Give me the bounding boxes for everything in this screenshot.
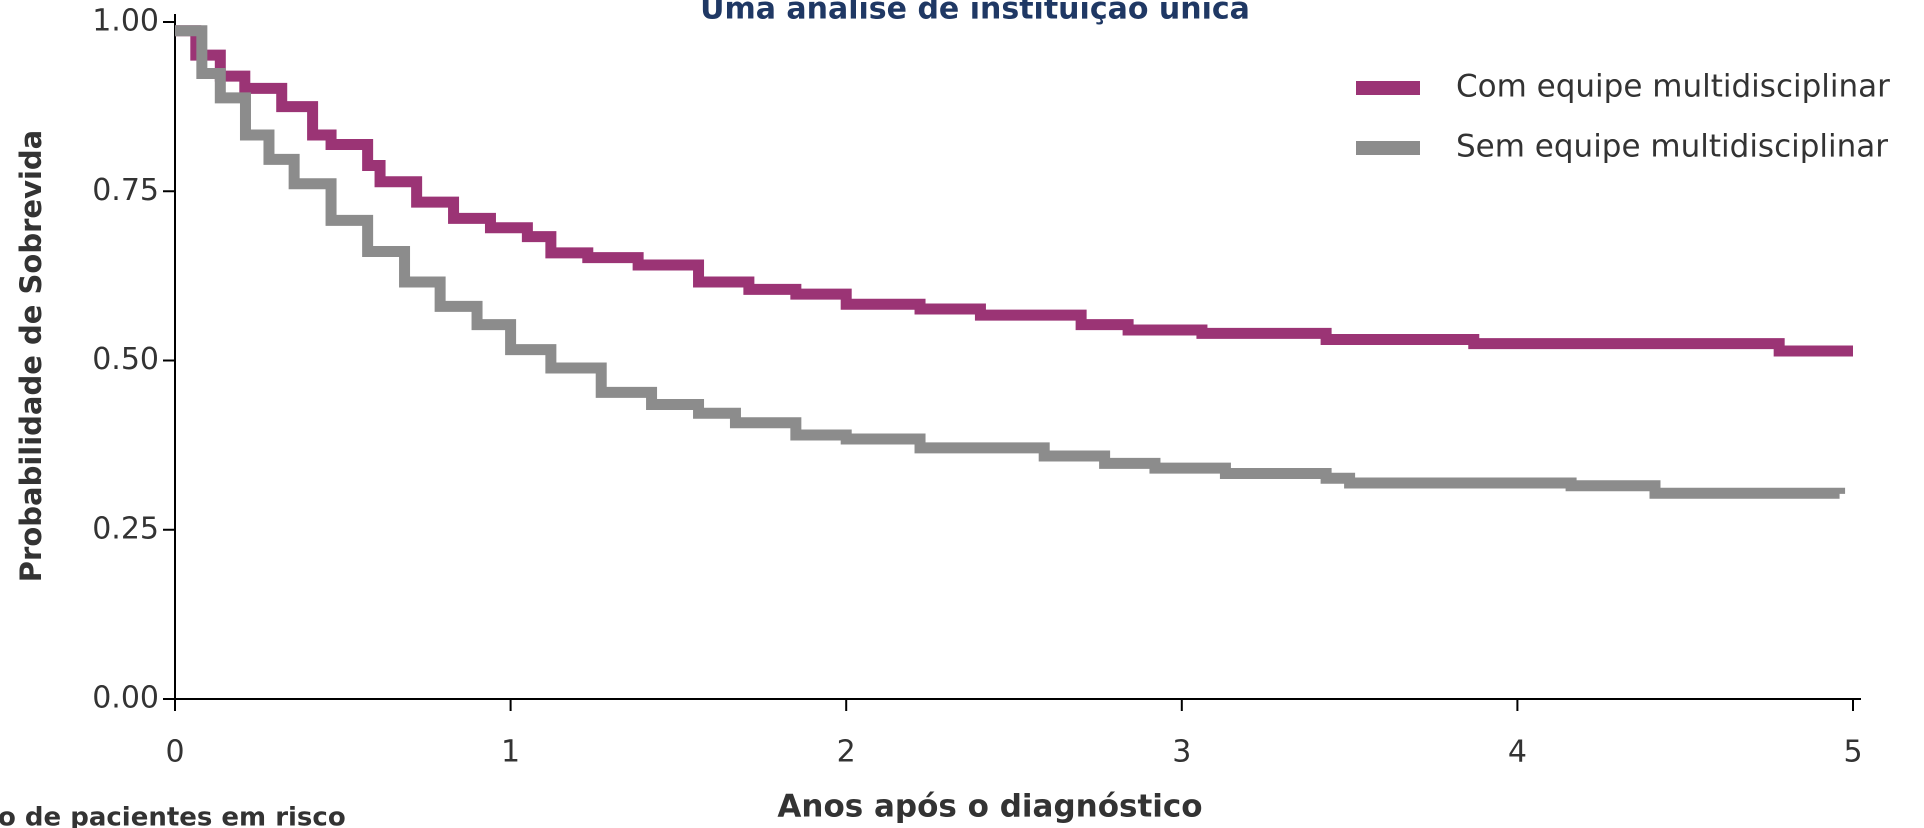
- legend-swatch: [1356, 81, 1420, 95]
- x-tick-label: 0: [165, 735, 184, 770]
- x-tick-label: 1: [501, 735, 520, 770]
- survival-curve: [175, 25, 1846, 499]
- x-tick-label: 4: [1508, 735, 1527, 770]
- legend-swatch: [1356, 141, 1420, 155]
- x-axis-label: Anos após o diagnóstico: [777, 789, 1202, 825]
- y-axis-label: Probabilidade de Sobrevida: [14, 130, 48, 582]
- footnote: o de pacientes em risco: [0, 803, 346, 828]
- y-tick-label: 0.25: [92, 511, 159, 546]
- y-tick-label: 0.75: [92, 173, 159, 208]
- chart-title: Uma análise de instituição única: [700, 0, 1250, 27]
- x-tick-label: 5: [1843, 735, 1862, 770]
- y-tick-label: 0.00: [92, 681, 159, 716]
- y-tick-label: 0.50: [92, 342, 159, 377]
- legend-label: Com equipe multidisciplinar: [1456, 69, 1890, 105]
- legend-label: Sem equipe multidisciplinar: [1456, 129, 1888, 165]
- y-tick-label: 1.00: [92, 4, 159, 39]
- x-tick-label: 2: [837, 735, 856, 770]
- x-tick-label: 3: [1172, 735, 1191, 770]
- survival-curve: [175, 25, 1853, 357]
